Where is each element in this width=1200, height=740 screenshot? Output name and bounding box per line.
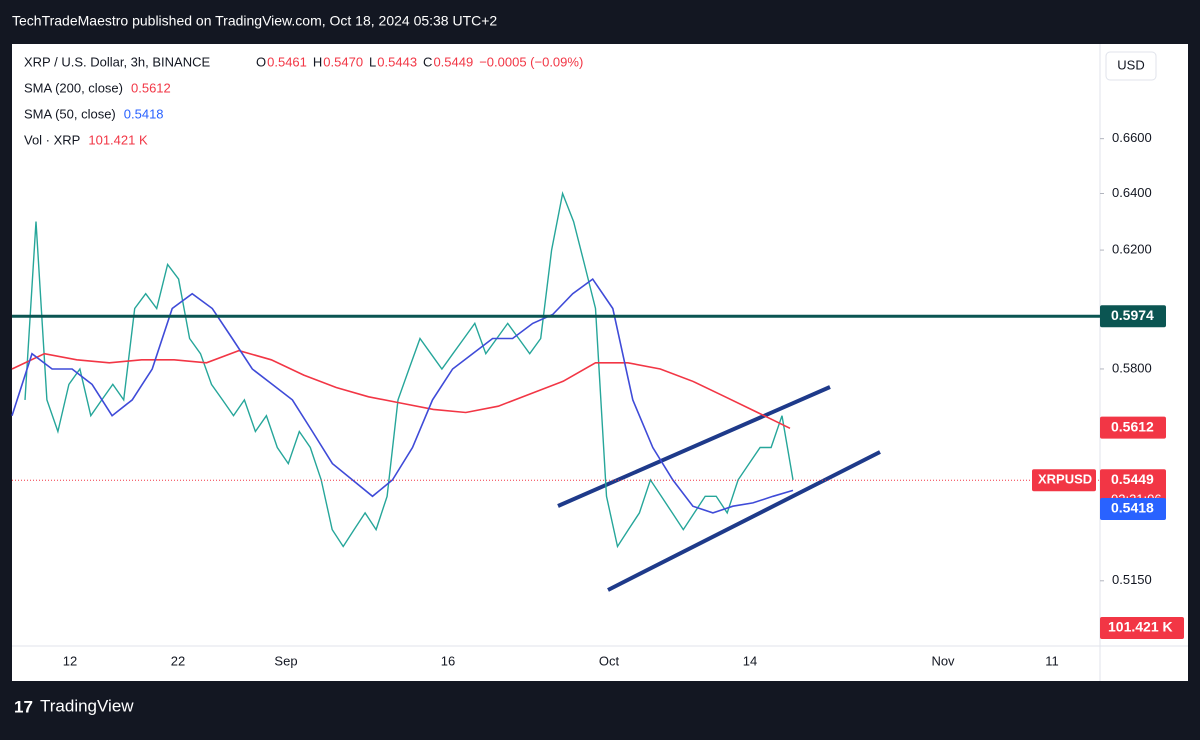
ohlc: 0.5449 — [433, 54, 473, 69]
x-tick-label: 11 — [1045, 653, 1059, 668]
indicator-value: 0.5612 — [131, 80, 171, 95]
x-tick-label: Nov — [931, 653, 955, 668]
chart-title: XRP / U.S. Dollar, 3h, BINANCE — [24, 54, 210, 69]
y-tick-label: 0.6600 — [1112, 130, 1152, 145]
x-tick-label: 12 — [63, 653, 77, 668]
volume-badge-label: 101.421 K — [1108, 619, 1173, 635]
y-tick-label: 0.5150 — [1112, 572, 1152, 587]
ohlc: C — [423, 54, 432, 69]
ohlc: O — [256, 54, 266, 69]
currency-button[interactable] — [1105, 51, 1157, 81]
indicator-value: 0.5418 — [124, 106, 164, 121]
y-tick-label: 0.6400 — [1112, 185, 1152, 200]
price-badge — [1100, 305, 1166, 328]
indicator-name: SMA (50, close) — [24, 106, 116, 121]
sma-badge — [1100, 498, 1166, 520]
price-badge-label: 0.5974 — [1111, 307, 1154, 323]
price-badge — [1100, 416, 1166, 439]
brand: TradingView — [40, 696, 134, 715]
currency[interactable]: USD — [1117, 57, 1144, 72]
ohlc: 0.5461 — [267, 54, 307, 69]
x-tick-label: Oct — [599, 653, 620, 668]
price-badge-label: 0.5449 — [1111, 471, 1154, 487]
ohlc: 0.5470 — [323, 54, 363, 69]
ohlc: −0.0005 (−0.09%) — [479, 54, 583, 69]
publisher: TechTradeMaestro published on TradingVie… — [12, 13, 497, 29]
symbol-badge — [1032, 469, 1096, 492]
symbol-badge-label: XRPUSD — [1038, 472, 1092, 487]
sma-badge-label: 0.5418 — [1111, 500, 1154, 516]
y-tick-label: 0.6200 — [1112, 242, 1152, 257]
channel-line — [607, 450, 881, 592]
indicator-value: 101.421 K — [88, 132, 148, 147]
indicator-name: SMA (200, close) — [24, 80, 123, 95]
sma-line — [11, 277, 794, 514]
x-tick-label: 16 — [441, 653, 455, 668]
indicator-name: Vol · XRP — [24, 132, 80, 147]
ohlc: H — [313, 54, 322, 69]
logo: 17 — [14, 697, 33, 716]
ohlc: 0.5443 — [377, 54, 417, 69]
channel-line — [557, 385, 831, 508]
x-tick-label: 22 — [171, 653, 185, 668]
price-line — [24, 190, 794, 549]
price-badge-label: 0.5612 — [1111, 418, 1154, 434]
sma-line — [11, 349, 791, 430]
x-tick-label: 14 — [743, 653, 757, 668]
ohlc: L — [369, 54, 376, 69]
x-tick-label: Sep — [274, 653, 297, 668]
volume-badge — [1100, 617, 1184, 639]
y-tick-label: 0.5800 — [1112, 360, 1152, 375]
